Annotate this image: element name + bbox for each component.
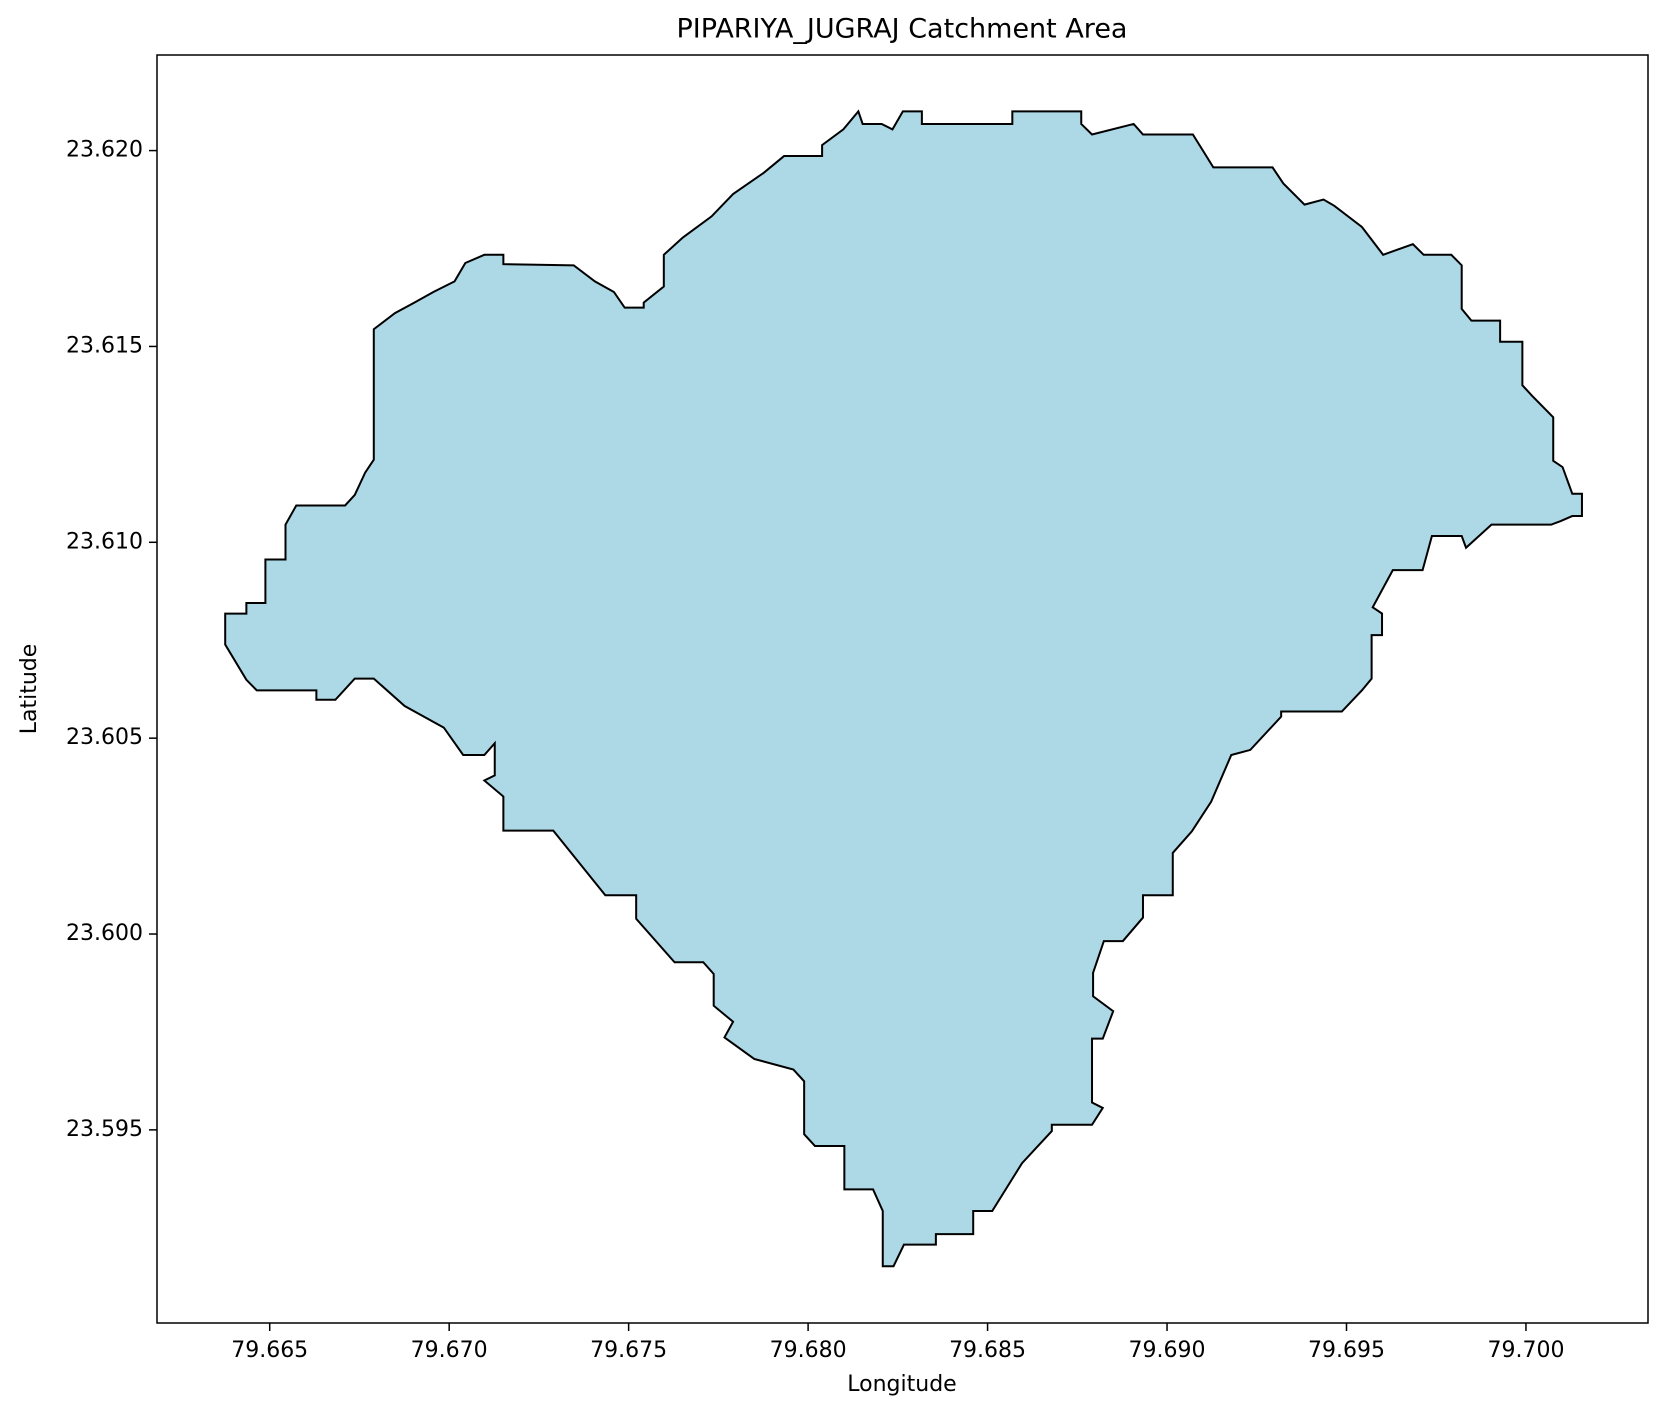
x-tick-label: 79.685 (949, 1338, 1026, 1363)
y-tick-label: 23.600 (66, 921, 143, 946)
x-tick-label: 79.665 (231, 1338, 308, 1363)
x-tick-label: 79.700 (1487, 1338, 1564, 1363)
plot-frame (156, 54, 1649, 1324)
catchment-polygon (224, 109, 1583, 1268)
x-tick-label: 79.695 (1308, 1338, 1385, 1363)
x-tick-label: 79.680 (770, 1338, 847, 1363)
chart-title: PIPARIYA_JUGRAJ Catchment Area (677, 14, 1128, 45)
x-tick-label: 79.690 (1129, 1338, 1206, 1363)
x-tick-label: 79.670 (411, 1338, 488, 1363)
x-tick-label: 79.675 (590, 1338, 667, 1363)
y-tick-label: 23.605 (66, 725, 143, 750)
x-axis-label: Longitude (847, 1372, 956, 1397)
y-axis-label: Latitude (17, 644, 42, 735)
y-tick-label: 23.595 (66, 1117, 143, 1142)
y-tick-label: 23.620 (66, 138, 143, 163)
y-tick-label: 23.615 (66, 333, 143, 358)
y-tick-label: 23.610 (66, 529, 143, 554)
